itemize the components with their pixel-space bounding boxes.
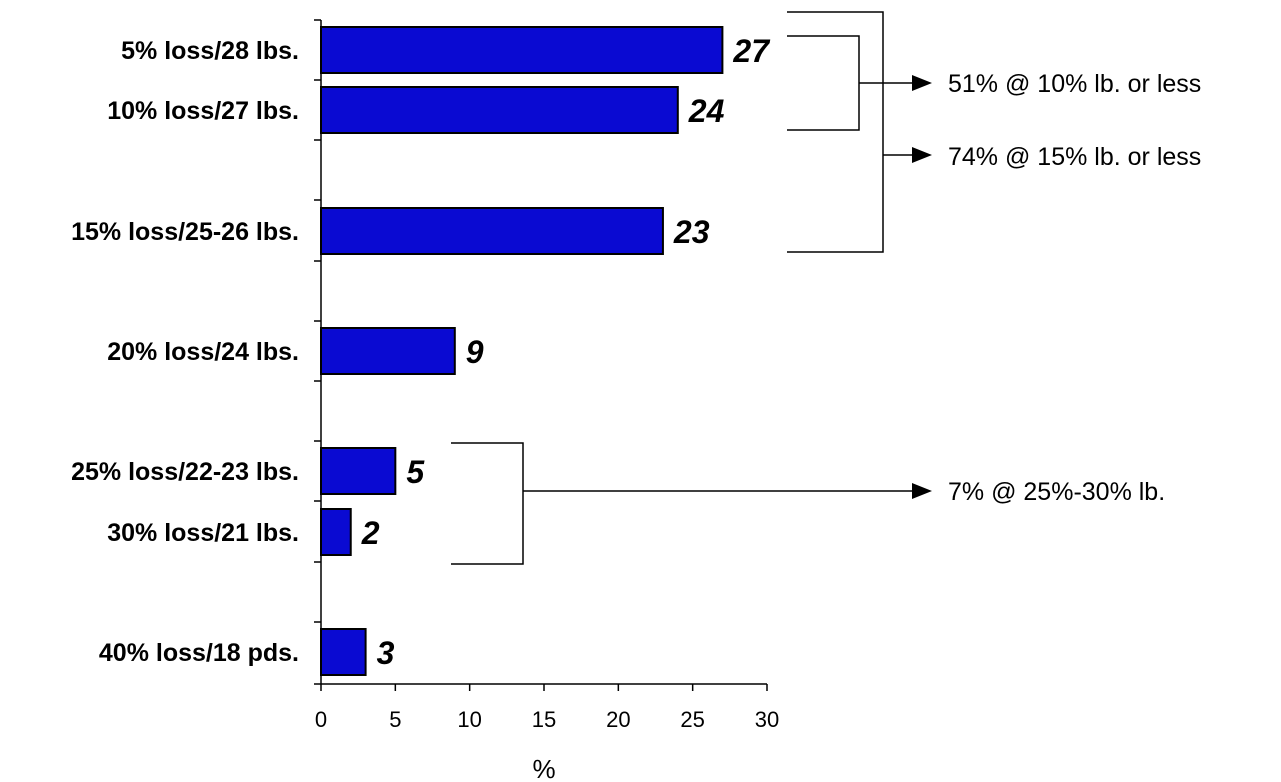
x-tick-label: 15: [532, 707, 556, 732]
value-label: 9: [466, 334, 484, 370]
x-tick-label: 20: [606, 707, 630, 732]
arrow-74-head: [912, 147, 932, 163]
bar: [320, 26, 724, 74]
bracket-7: [451, 442, 524, 565]
value-label: 23: [673, 214, 710, 250]
x-tick-label: 5: [389, 707, 401, 732]
annotation-text: 74% @ 15% lb. or less: [948, 143, 1201, 171]
annotation-brackets: 51% @ 10% lb. or less 74% @ 15% lb. or le…: [451, 11, 1201, 565]
labels: 5% loss/28 lbs. 27 10% loss/27 lbs. 24 15% l…: [71, 33, 771, 671]
arrow-51-head: [912, 75, 932, 91]
bracket-51: [787, 35, 860, 131]
category-label: 30% loss/21 lbs.: [107, 519, 299, 547]
bracket-74: [787, 11, 884, 253]
category-label: 40% loss/18 pds.: [99, 639, 299, 667]
value-label: 24: [688, 93, 725, 129]
category-label: 10% loss/27 lbs.: [107, 97, 299, 125]
bar: [320, 447, 397, 495]
bars: [320, 26, 724, 676]
value-label: 2: [361, 515, 380, 551]
annotation-text: 51% @ 10% lb. or less: [948, 70, 1201, 98]
axes: 0 5 10 15 20 25 30: [314, 19, 779, 732]
bar: [320, 628, 367, 676]
category-label: 20% loss/24 lbs.: [107, 338, 299, 366]
x-tick-label: 30: [755, 707, 779, 732]
category-label: 25% loss/22-23 lbs.: [71, 458, 299, 486]
category-label: 5% loss/28 lbs.: [121, 37, 299, 65]
x-axis-title: %: [532, 754, 555, 782]
bar: [320, 86, 679, 134]
bar: [320, 207, 664, 255]
value-label: 27: [732, 33, 771, 69]
value-label: 5: [406, 454, 425, 490]
annotation-text: 7% @ 25%-30% lb.: [948, 478, 1165, 506]
x-tick-label: 10: [457, 707, 481, 732]
category-label: 15% loss/25-26 lbs.: [71, 218, 299, 246]
bar: [320, 327, 456, 375]
value-label: 3: [377, 635, 395, 671]
bar: [320, 508, 352, 556]
arrow-7-head: [912, 483, 932, 499]
x-tick-label: 0: [315, 707, 327, 732]
x-tick-label: 25: [680, 707, 704, 732]
